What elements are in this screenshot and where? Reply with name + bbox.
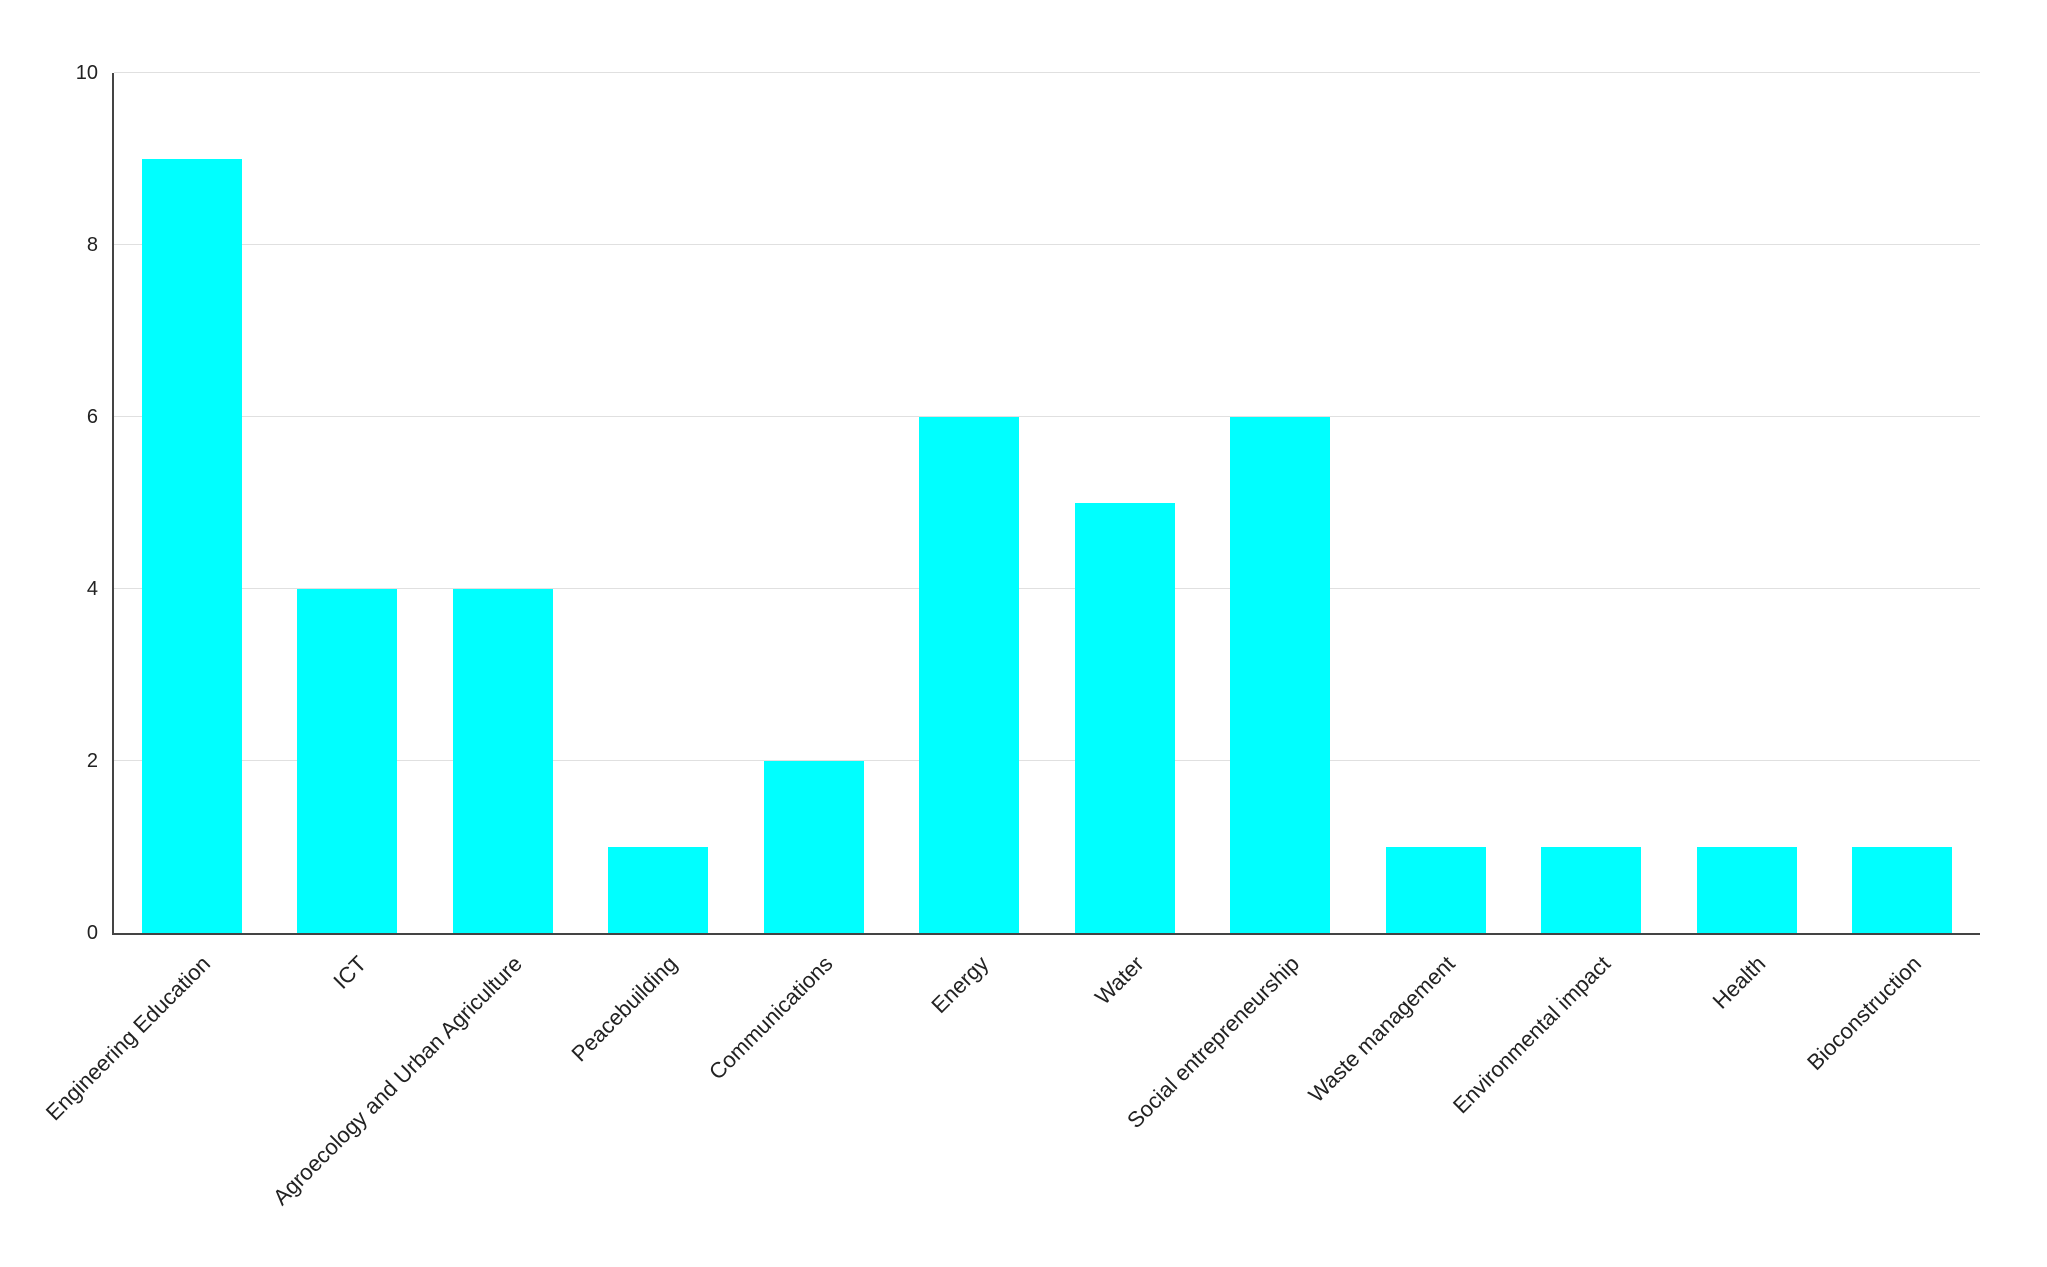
bar: [919, 417, 1019, 933]
y-axis: 0 2 4 6 8 10: [0, 62, 98, 944]
bar-slot: [1825, 73, 1981, 933]
x-axis-label: Peacebuilding: [566, 951, 682, 1067]
bar: [297, 589, 397, 933]
bar: [763, 761, 864, 933]
plot-area: [112, 72, 1980, 935]
y-axis-tick-label: 0: [86, 922, 98, 944]
bars-row: [114, 73, 1980, 933]
x-axis-label: Agroecology and Urban Agriculture: [267, 951, 527, 1210]
x-axis-label: Water: [1089, 951, 1149, 1010]
bar: [1230, 417, 1330, 933]
x-axis: Engineering Education ICT Agroecology and …: [0, 935, 2047, 1265]
gridline: [114, 588, 1980, 589]
bar-slot: [1203, 73, 1359, 933]
bar-slot: [270, 73, 426, 933]
bar: [608, 847, 708, 933]
gridline: [114, 244, 1980, 245]
x-axis-label: Energy: [925, 951, 993, 1018]
bar: [1696, 847, 1797, 933]
gridline: [114, 72, 1980, 73]
bar-slot: [425, 73, 581, 933]
x-axis-label: Waste management: [1303, 951, 1460, 1108]
x-axis-label: Health: [1707, 951, 1771, 1014]
y-axis-tick-label: 8: [86, 234, 98, 256]
y-axis-tick-label: 2: [86, 750, 98, 772]
bar-slot: [1669, 73, 1825, 933]
bar-slot: [892, 73, 1048, 933]
bar: [141, 159, 242, 933]
bar: [452, 589, 553, 933]
gridline: [114, 416, 1980, 417]
y-axis-tick-label: 4: [86, 578, 98, 600]
x-axis-label: Bioconstruction: [1801, 951, 1926, 1076]
x-axis-label: Communications: [703, 951, 838, 1085]
bar-slot: [1047, 73, 1203, 933]
bar-slot: [1514, 73, 1670, 933]
bar: [1074, 503, 1175, 933]
bar-slot: [736, 73, 892, 933]
gridline: [114, 760, 1980, 761]
y-axis-tick-label: 6: [86, 406, 98, 428]
bar-slot: [114, 73, 270, 933]
bar-slot: [1358, 73, 1514, 933]
x-axis-label: Social entrepreneurship: [1121, 951, 1304, 1133]
x-axis-label: Environmental impact: [1447, 951, 1615, 1119]
x-axis-label: Engineering Education: [41, 951, 216, 1126]
y-axis-tick-label: 10: [75, 62, 98, 84]
x-axis-label: ICT: [328, 951, 371, 994]
bar: [1852, 847, 1952, 933]
bar-slot: [581, 73, 737, 933]
bar: [1541, 847, 1641, 933]
bar: [1385, 847, 1486, 933]
